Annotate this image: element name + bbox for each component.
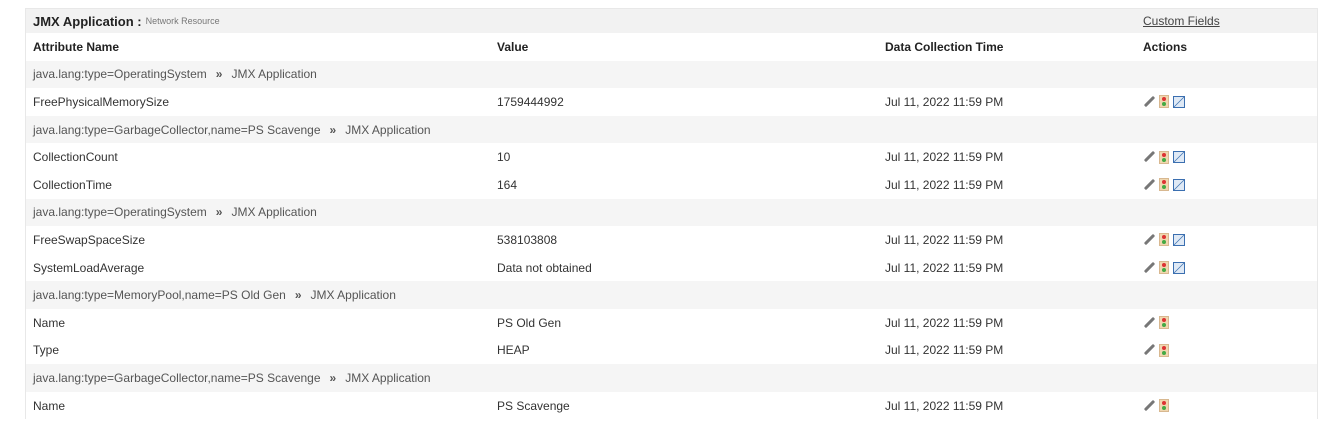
group-row: java.lang:type=MemoryPool,name=PS Old Ge… — [26, 281, 1317, 309]
attribute-value: 10 — [497, 150, 511, 165]
breadcrumb-separator: » — [294, 288, 302, 303]
attribute-name: FreePhysicalMemorySize — [33, 94, 170, 109]
col-data-collection-time: Data Collection Time — [885, 39, 1004, 54]
traffic-light-icon[interactable] — [1159, 399, 1169, 413]
pencil-icon[interactable] — [1143, 179, 1155, 191]
group-label: java.lang:type=OperatingSystem » JMX Appli… — [33, 67, 317, 81]
attribute-name: Name — [33, 315, 66, 330]
attribute-value: 1759444992 — [497, 94, 564, 109]
attribute-value: PS Scavenge — [497, 398, 570, 413]
row-actions — [1143, 178, 1185, 192]
attribute-name: Type — [33, 343, 60, 358]
col-attribute-name: Attribute Name — [33, 39, 120, 54]
mbean-name: java.lang:type=MemoryPool,name=PS Old Ge… — [33, 288, 286, 303]
row-actions — [1143, 343, 1169, 357]
pencil-icon[interactable] — [1143, 262, 1155, 274]
panel-subtitle: Network Resource — [145, 16, 220, 26]
attribute-name: CollectionCount — [33, 150, 118, 165]
collection-time: Jul 11, 2022 11:59 PM — [885, 315, 1004, 330]
group-row: java.lang:type=OperatingSystem » JMX Appli… — [26, 198, 1317, 227]
group-label: java.lang:type=MemoryPool,name=PS Old Ge… — [33, 288, 396, 302]
attribute-name: Name — [33, 398, 66, 413]
pencil-icon[interactable] — [1143, 234, 1155, 246]
group-row: java.lang:type=GarbageCollector,name=PS … — [26, 364, 1317, 392]
collection-time: Jul 11, 2022 11:59 PM — [885, 260, 1004, 275]
graph-icon[interactable] — [1173, 151, 1185, 164]
row-actions — [1143, 233, 1185, 247]
collection-time: Jul 11, 2022 11:59 PM — [885, 150, 1004, 165]
traffic-light-icon[interactable] — [1159, 261, 1169, 275]
group-label: java.lang:type=OperatingSystem » JMX Appli… — [33, 205, 317, 219]
application-name: JMX Application — [310, 288, 396, 303]
breadcrumb-separator: » — [329, 370, 337, 385]
group-row: java.lang:type=GarbageCollector,name=PS … — [26, 115, 1317, 144]
collection-time: Jul 11, 2022 11:59 PM — [885, 94, 1004, 109]
pencil-icon[interactable] — [1143, 317, 1155, 329]
breadcrumb-separator: » — [329, 122, 337, 137]
mbean-name: java.lang:type=OperatingSystem — [33, 67, 207, 82]
attribute-name: FreeSwapSpaceSize — [33, 232, 146, 247]
graph-icon[interactable] — [1173, 95, 1185, 108]
pencil-icon[interactable] — [1143, 400, 1155, 412]
col-value: Value — [497, 39, 529, 54]
mbean-name: java.lang:type=OperatingSystem — [33, 205, 207, 220]
table-row: CollectionTime 164 Jul 11, 2022 11:59 PM — [26, 171, 1317, 199]
application-name: JMX Application — [345, 370, 431, 385]
table-row: Name PS Old Gen Jul 11, 2022 11:59 PM — [26, 309, 1317, 337]
table-row: Type HEAP Jul 11, 2022 11:59 PM — [26, 337, 1317, 365]
panel-title: JMX Application : — [33, 13, 142, 29]
table-row: SystemLoadAverage Data not obtained Jul … — [26, 254, 1317, 282]
graph-icon[interactable] — [1173, 233, 1185, 246]
traffic-light-icon[interactable] — [1159, 178, 1169, 192]
column-header-row: Attribute Name Value Data Collection Tim… — [26, 33, 1317, 61]
collection-time: Jul 11, 2022 11:59 PM — [885, 343, 1004, 358]
mbean-name: java.lang:type=GarbageCollector,name=PS … — [33, 122, 321, 137]
application-name: JMX Application — [231, 205, 317, 220]
attribute-value: PS Old Gen — [497, 315, 562, 330]
group-row: java.lang:type=OperatingSystem » JMX Appli… — [26, 60, 1317, 89]
table-row: FreePhysicalMemorySize 1759444992 Jul 11… — [26, 88, 1317, 116]
row-actions — [1143, 150, 1185, 164]
graph-icon[interactable] — [1173, 178, 1185, 191]
attribute-value: 164 — [497, 177, 518, 192]
row-actions — [1143, 95, 1185, 109]
row-actions — [1143, 316, 1169, 330]
table-row: Name PS Scavenge Jul 11, 2022 11:59 PM — [26, 392, 1317, 420]
pencil-icon[interactable] — [1143, 344, 1155, 356]
attribute-value: 538103808 — [497, 232, 558, 247]
graph-icon[interactable] — [1173, 261, 1185, 274]
breadcrumb-separator: » — [215, 205, 223, 220]
breadcrumb-separator: » — [215, 67, 223, 82]
traffic-light-icon[interactable] — [1159, 316, 1169, 330]
collection-time: Jul 11, 2022 11:59 PM — [885, 398, 1004, 413]
row-actions — [1143, 261, 1185, 275]
mbean-name: java.lang:type=GarbageCollector,name=PS … — [33, 370, 321, 385]
traffic-light-icon[interactable] — [1159, 233, 1169, 247]
table-row: CollectionCount 10 Jul 11, 2022 11:59 PM — [26, 143, 1317, 171]
row-actions — [1143, 399, 1169, 413]
traffic-light-icon[interactable] — [1159, 343, 1169, 357]
traffic-light-icon[interactable] — [1159, 95, 1169, 109]
attribute-name: SystemLoadAverage — [33, 260, 145, 275]
application-name: JMX Application — [345, 122, 431, 137]
application-name: JMX Application — [231, 67, 317, 82]
collection-time: Jul 11, 2022 11:59 PM — [885, 177, 1004, 192]
panel-header: JMX Application : Network Resource Custo… — [26, 9, 1317, 33]
col-actions: Actions — [1143, 39, 1188, 54]
group-label: java.lang:type=GarbageCollector,name=PS … — [33, 371, 431, 385]
attribute-name: CollectionTime — [33, 177, 112, 192]
attribute-value: HEAP — [497, 343, 530, 358]
collection-time: Jul 11, 2022 11:59 PM — [885, 232, 1004, 247]
jmx-attributes-panel: JMX Application : Network Resource Custo… — [25, 8, 1318, 420]
attribute-value: Data not obtained — [497, 260, 592, 275]
table-row: FreeSwapSpaceSize 538103808 Jul 11, 2022… — [26, 226, 1317, 254]
pencil-icon[interactable] — [1143, 96, 1155, 108]
pencil-icon[interactable] — [1143, 151, 1155, 163]
group-label: java.lang:type=GarbageCollector,name=PS … — [33, 123, 431, 137]
traffic-light-icon[interactable] — [1159, 150, 1169, 164]
custom-fields-link[interactable]: Custom Fields — [1143, 14, 1220, 28]
